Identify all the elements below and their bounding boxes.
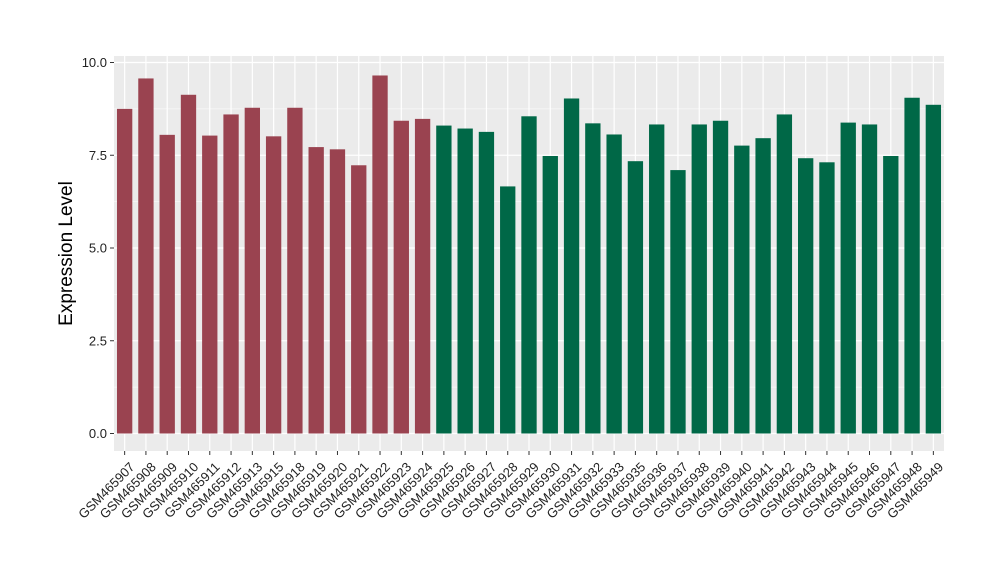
y-tick-label: 5.0: [89, 241, 107, 256]
bar: [478, 131, 495, 434]
bar: [436, 125, 452, 434]
bar: [180, 94, 197, 434]
bar: [606, 134, 622, 434]
bar: [244, 107, 260, 434]
bar: [159, 134, 175, 434]
y-axis-label: Expression Level: [56, 181, 77, 326]
bar: [734, 145, 750, 434]
bar: [265, 136, 282, 434]
bar: [840, 122, 856, 434]
bar: [542, 155, 558, 434]
bar: [819, 162, 835, 434]
bar: [776, 114, 793, 434]
bar: [116, 108, 133, 434]
bar: [585, 123, 601, 434]
bar: [925, 104, 942, 434]
x-axis: GSM465907GSM465908GSM465909GSM465910GSM4…: [75, 451, 946, 522]
bar: [627, 161, 644, 434]
y-axis: 0.0 2.5 5.0 7.5 10.0: [82, 55, 114, 441]
bar: [414, 118, 431, 434]
bar: [500, 186, 516, 434]
bar: [670, 170, 686, 434]
y-tick-label: 7.5: [89, 148, 107, 163]
bar: [202, 135, 218, 434]
bar: [904, 97, 920, 434]
y-tick-label: 0.0: [89, 426, 107, 441]
bar: [563, 98, 580, 434]
bar: [457, 128, 473, 434]
bar: [861, 124, 878, 434]
bar: [883, 155, 899, 434]
bar: [393, 120, 409, 434]
bar: [372, 75, 388, 434]
bar: [308, 147, 324, 434]
bar: [712, 120, 729, 434]
bar: [223, 114, 239, 434]
bar: [798, 158, 814, 434]
bar: [755, 138, 771, 434]
bar: [649, 124, 665, 434]
y-tick-label: 2.5: [89, 333, 107, 348]
bar: [691, 124, 707, 434]
bar: [138, 78, 154, 434]
bar: [287, 107, 303, 434]
bar: [521, 116, 537, 434]
bar: [351, 165, 367, 434]
bars: [116, 75, 942, 434]
y-tick-label: 10.0: [82, 55, 107, 70]
bar: [329, 149, 346, 434]
